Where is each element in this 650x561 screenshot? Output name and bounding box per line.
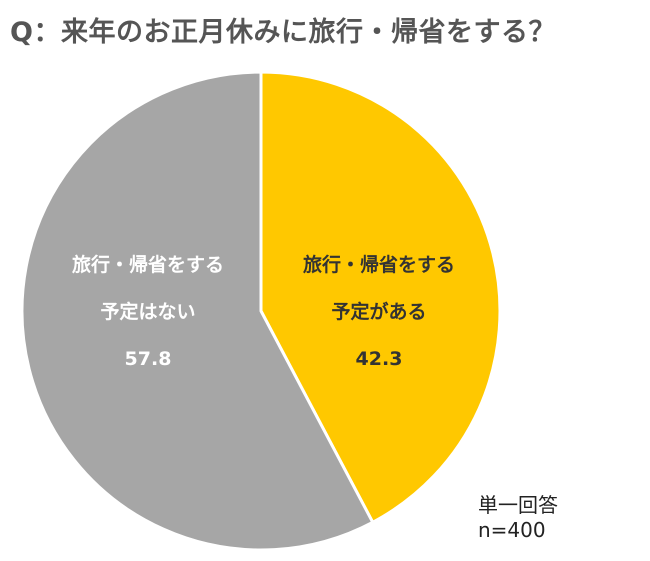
slice-name-label-0-1: 予定がある	[331, 300, 426, 323]
slice-name-label-1-1: 予定はない	[100, 300, 195, 323]
chart-title: Q：来年のお正月休みに旅行・帰省をする？	[10, 17, 556, 48]
slice-value-label-1: 57.8	[125, 348, 172, 370]
answer-type-note: 単一回答	[478, 493, 558, 517]
slice-name-label-0-0: 旅行・帰省をする	[303, 253, 455, 276]
slice-name-label-1-0: 旅行・帰省をする	[72, 253, 224, 276]
sample-size-note: n=400	[478, 518, 546, 542]
pie-slice-1	[20, 70, 375, 552]
pie-slice-0	[259, 70, 502, 524]
slice-value-label-0: 42.3	[356, 348, 403, 370]
